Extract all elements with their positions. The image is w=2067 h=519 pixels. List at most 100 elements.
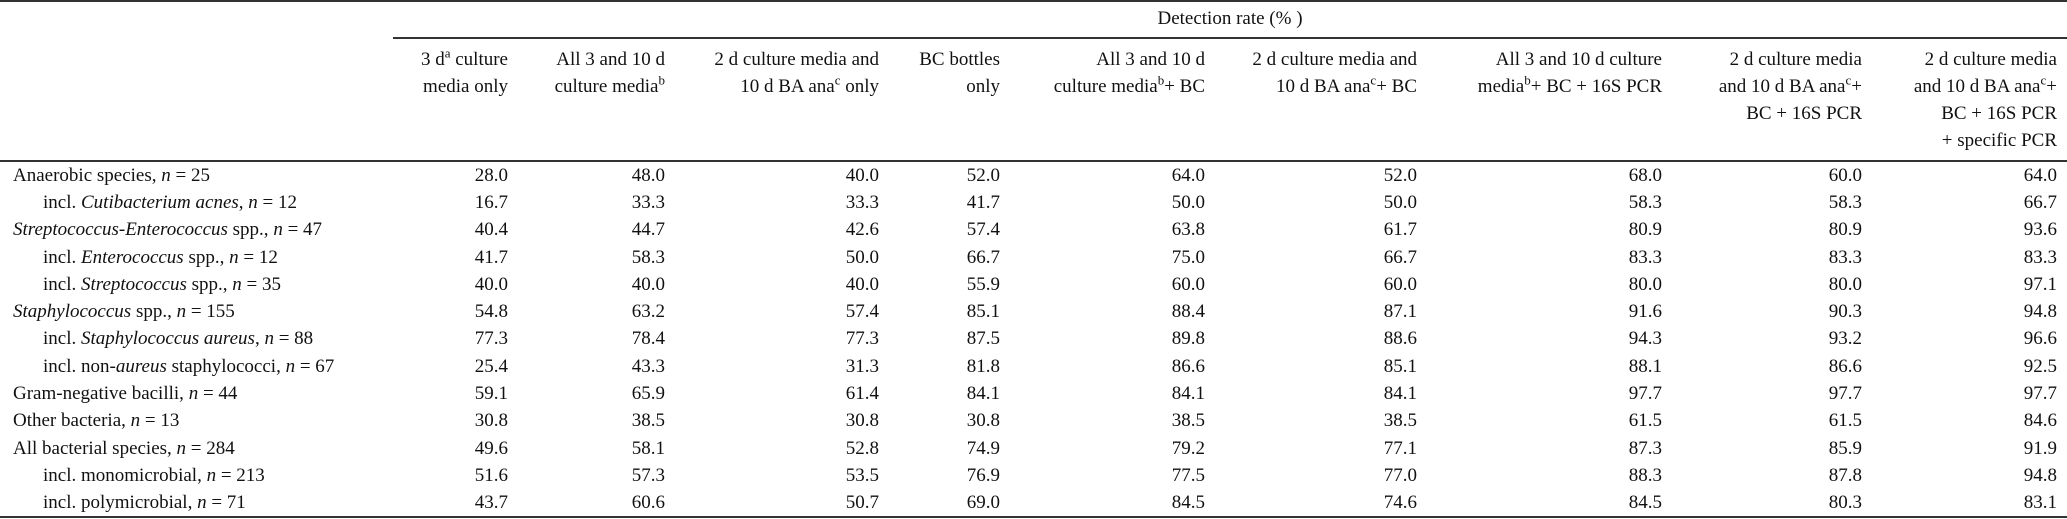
- value-cell: 80.3: [1828, 492, 1862, 514]
- column-header-3: 2 d culture media and 10 d BA anac only: [714, 46, 879, 100]
- header-line: 3 da culture: [421, 46, 508, 73]
- row-label: Streptococcus-Enterococcus spp., n = 47: [0, 217, 393, 244]
- text: = 12: [257, 191, 297, 213]
- value-cell: 77.5: [1171, 464, 1205, 486]
- text: 2 d culture media: [1924, 49, 2057, 70]
- value-cell: 61.7: [1383, 219, 1417, 241]
- text: 2 d culture media and: [1252, 49, 1417, 70]
- value-cell: 58.3: [1628, 191, 1662, 213]
- spanner-rule: [393, 37, 2067, 39]
- text: = 47: [282, 219, 323, 241]
- table-row: Gram-negative bacilli, n = 44 59.1 65.9 61.…: [0, 380, 2057, 407]
- text: ,: [254, 328, 265, 350]
- value-cell: 93.6: [2023, 219, 2057, 241]
- header-line: only: [919, 73, 1000, 100]
- value-cell: 83.3: [2023, 246, 2057, 268]
- value-cell: 40.0: [474, 273, 508, 295]
- value-cell: 94.3: [1628, 328, 1662, 350]
- value-cell: 57.4: [966, 219, 1000, 241]
- header-line: + specific PCR: [1914, 127, 2057, 154]
- value-cell: 68.0: [1628, 164, 1662, 186]
- value-cell: 63.8: [1171, 219, 1205, 241]
- italic-text: n: [248, 191, 258, 213]
- italic-text: n: [229, 246, 239, 268]
- value-cell: 25.4: [474, 355, 508, 377]
- text: = 25: [170, 164, 210, 186]
- value-cell: 41.7: [474, 246, 508, 268]
- column-header-1: 3 da culture media only: [421, 46, 508, 100]
- text: ,: [238, 191, 249, 213]
- header-line: All 3 and 10 d: [555, 46, 665, 73]
- text: media: [1477, 76, 1525, 97]
- header-line: and 10 d BA anac+: [1914, 73, 2057, 100]
- value-cell: 28.0: [474, 164, 508, 186]
- text: Anaerobic species,: [13, 164, 162, 186]
- text: Other bacteria,: [13, 410, 131, 432]
- text: + specific PCR: [1941, 130, 2057, 151]
- italic-text: n: [232, 273, 242, 295]
- value-cell: 43.7: [474, 492, 508, 514]
- value-cell: 40.0: [845, 273, 879, 295]
- italic-text: n: [197, 492, 207, 514]
- value-cell: 86.6: [1828, 355, 1862, 377]
- footnote-marker: b: [1524, 72, 1531, 88]
- value-cell: 30.8: [966, 410, 1000, 432]
- text: Gram-negative bacilli,: [13, 383, 189, 405]
- value-cell: 89.8: [1171, 328, 1205, 350]
- table-bottom-rule: [0, 516, 2067, 518]
- text: = 284: [186, 437, 235, 459]
- value-cell: 51.6: [474, 464, 508, 486]
- value-cell: 84.1: [966, 383, 1000, 405]
- value-cell: 87.8: [1828, 464, 1862, 486]
- text: and 10 d BA ana: [1913, 76, 2041, 97]
- header-line: 2 d culture media: [1719, 46, 1862, 73]
- row-label: incl. Cutibacterium acnes, n = 12: [0, 189, 393, 216]
- table-row: Other bacteria, n = 13 30.8 38.5 30.8 30.8 38…: [0, 408, 2057, 435]
- header-line: culture mediab: [555, 73, 665, 100]
- text: = 13: [140, 410, 180, 432]
- text: incl.: [43, 191, 81, 213]
- value-cell: 87.5: [966, 328, 1000, 350]
- text: All 3 and 10 d: [1096, 49, 1205, 70]
- text: spp.,: [186, 273, 233, 295]
- table-row: Staphylococcus spp., n = 155 54.8 63.2 57.4…: [0, 298, 2057, 325]
- text: = 35: [241, 273, 281, 295]
- value-cell: 94.8: [2023, 301, 2057, 323]
- table-row: Anaerobic species, n = 25 28.0 48.0 40.0 52.…: [0, 162, 2057, 189]
- italic-text: n: [264, 328, 274, 350]
- value-cell: 40.0: [845, 164, 879, 186]
- column-header-2: All 3 and 10 d culture mediab: [555, 46, 665, 100]
- value-cell: 77.1: [1383, 437, 1417, 459]
- text: spp.,: [131, 301, 177, 323]
- text: incl. non-: [43, 355, 116, 377]
- text: only: [840, 76, 879, 97]
- text: incl. monomicrobial,: [43, 464, 207, 486]
- value-cell: 80.0: [1628, 273, 1662, 295]
- value-cell: 97.1: [2023, 273, 2057, 295]
- value-cell: 83.3: [1828, 246, 1862, 268]
- value-cell: 57.3: [631, 464, 665, 486]
- value-cell: 60.0: [1383, 273, 1417, 295]
- value-cell: 41.7: [966, 191, 1000, 213]
- value-cell: 60.0: [1828, 164, 1862, 186]
- value-cell: 74.6: [1383, 492, 1417, 514]
- text: BC + 16S PCR: [1941, 103, 2057, 124]
- value-cell: 64.0: [2023, 164, 2057, 186]
- header-line: culture mediab+ BC: [1054, 73, 1205, 100]
- value-cell: 92.5: [2023, 355, 2057, 377]
- text: = 213: [216, 464, 265, 486]
- text: incl.: [43, 273, 81, 295]
- column-header-9: 2 d culture media and 10 d BA anac+ BC + 1…: [1914, 46, 2057, 154]
- value-cell: 50.7: [845, 492, 879, 514]
- value-cell: 50.0: [1171, 191, 1205, 213]
- table-row: incl. Staphylococcus aureus, n = 88 77.3 7…: [0, 326, 2057, 353]
- footnote-marker: c: [1845, 72, 1852, 88]
- text: 10 d BA ana: [1275, 76, 1371, 97]
- text: spp.,: [227, 219, 274, 241]
- value-cell: 80.9: [1628, 219, 1662, 241]
- value-cell: 96.6: [2023, 328, 2057, 350]
- row-label: Staphylococcus spp., n = 155: [0, 298, 393, 325]
- italic-text: n: [273, 219, 283, 241]
- value-cell: 81.8: [966, 355, 1000, 377]
- italic-text: n: [188, 383, 199, 405]
